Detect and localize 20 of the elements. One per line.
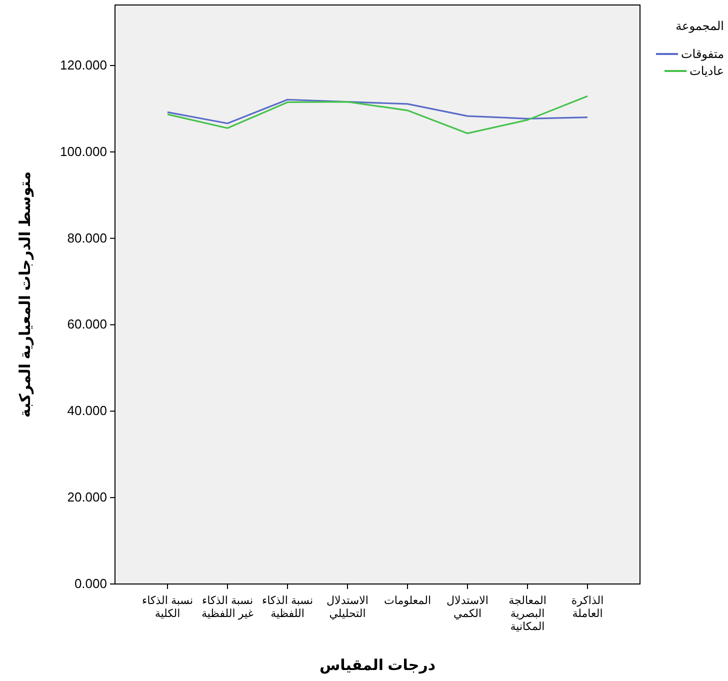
- y-tick-label: 0.000: [74, 576, 107, 591]
- y-tick-label: 60.000: [67, 316, 107, 332]
- x-tick-label: المعلومات: [384, 595, 431, 607]
- legend-label: متفوقات: [680, 47, 724, 61]
- legend-title: المجموعة: [676, 19, 724, 33]
- x-tick-label: نسبة الذكاء الكلية: [142, 595, 194, 620]
- x-axis-title: درجات المقياس: [319, 657, 436, 674]
- x-tick-label: نسبة الذكاء غير اللفظية: [201, 595, 254, 620]
- y-tick-label: 80.000: [67, 230, 107, 246]
- legend-label: عاديات: [690, 64, 724, 78]
- y-tick-label: 20.000: [67, 490, 107, 505]
- x-tick-label: الاستدلال التحليلي: [326, 595, 368, 620]
- y-axis-title: متوسط الدرجات المعيارية المركبة: [17, 171, 34, 418]
- y-tick-label: 40.000: [67, 403, 107, 418]
- x-tick-label: الذاكرة العاملة: [571, 595, 604, 620]
- x-tick-label: المعالجة البصرية المكانية: [508, 595, 546, 633]
- x-tick-label: نسبة الذكاء اللفظية: [262, 595, 314, 620]
- y-tick-label: 100.000: [60, 144, 107, 159]
- x-tick-label: الاستدلال الكمي: [446, 595, 488, 620]
- y-tick-label: 120.000: [60, 57, 107, 72]
